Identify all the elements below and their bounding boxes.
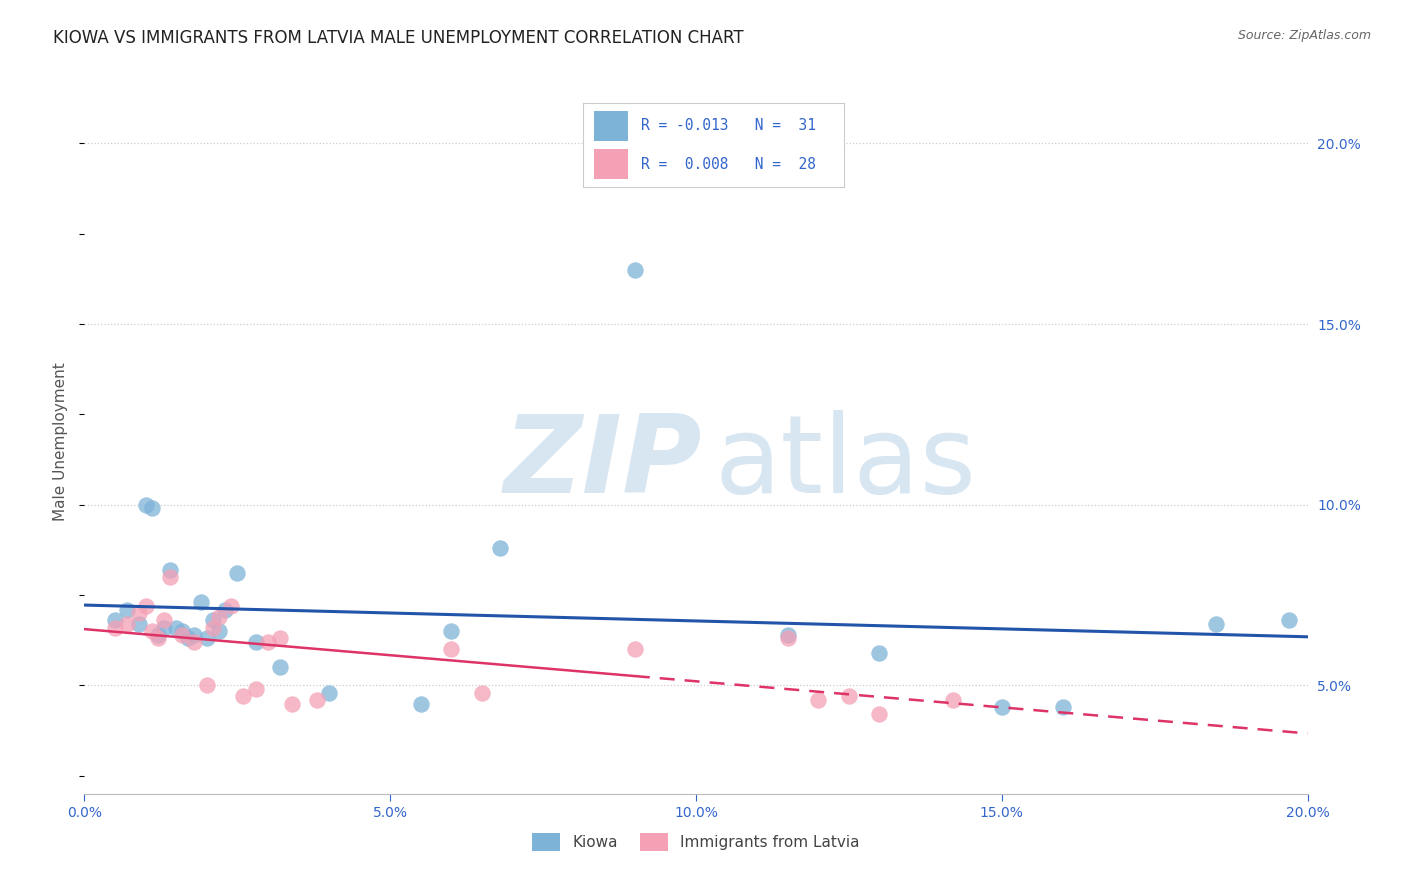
Point (440, 624, 463, 639)
Bar (593, 111, 627, 141)
Point (104, 614, 127, 628)
Point (1205, 617, 1227, 632)
Point (146, 632, 169, 646)
Point (195, 632, 218, 646)
Point (135, 599, 157, 613)
Point (201, 621, 224, 635)
Point (183, 635, 205, 649)
Text: Source: ZipAtlas.com: Source: ZipAtlas.com (1237, 29, 1371, 42)
Point (115, 602, 138, 616)
Point (869, 707, 891, 722)
Point (869, 646, 891, 660)
Point (208, 609, 231, 624)
Point (128, 617, 150, 632)
Point (172, 628, 194, 642)
Point (269, 660, 291, 674)
Point (214, 602, 236, 616)
Point (305, 693, 328, 707)
Point (991, 700, 1014, 714)
Point (183, 628, 205, 642)
Point (201, 614, 224, 628)
Point (172, 624, 194, 639)
Point (489, 541, 512, 556)
Point (232, 690, 254, 704)
Point (1052, 700, 1074, 714)
Point (838, 690, 860, 704)
Point (153, 614, 176, 628)
Text: R = -0.013   N =  31: R = -0.013 N = 31 (641, 119, 815, 134)
Point (226, 566, 249, 581)
Point (281, 697, 304, 711)
Text: KIOWA VS IMMIGRANTS FROM LATVIA MALE UNEMPLOYMENT CORRELATION CHART: KIOWA VS IMMIGRANTS FROM LATVIA MALE UNE… (53, 29, 744, 46)
Point (440, 642, 463, 657)
Point (318, 686, 340, 700)
Point (141, 624, 163, 639)
Point (269, 632, 291, 646)
Point (195, 678, 218, 692)
Text: R =  0.008   N =  28: R = 0.008 N = 28 (641, 156, 815, 171)
Point (115, 617, 138, 632)
Point (190, 595, 212, 609)
Y-axis label: Male Unemployment: Male Unemployment (53, 362, 69, 521)
Legend: Kiowa, Immigrants from Latvia: Kiowa, Immigrants from Latvia (526, 827, 866, 856)
Point (208, 624, 231, 639)
Point (165, 621, 187, 635)
Point (141, 501, 163, 516)
Bar (593, 149, 627, 178)
Point (471, 686, 494, 700)
Point (146, 628, 169, 642)
Text: atlas: atlas (714, 409, 976, 516)
Point (245, 635, 267, 649)
Point (624, 642, 647, 657)
Point (942, 693, 965, 707)
Point (153, 621, 176, 635)
Point (409, 697, 432, 711)
Point (257, 635, 280, 649)
Point (776, 632, 799, 646)
Point (776, 628, 799, 642)
Point (1278, 614, 1301, 628)
Point (104, 621, 127, 635)
Point (128, 606, 150, 620)
Point (807, 693, 830, 707)
Point (245, 682, 267, 697)
Text: ZIP: ZIP (503, 409, 702, 516)
Point (177, 632, 200, 646)
Point (159, 570, 181, 584)
Point (135, 498, 157, 512)
Point (624, 263, 647, 277)
Point (219, 599, 242, 613)
Point (159, 563, 181, 577)
